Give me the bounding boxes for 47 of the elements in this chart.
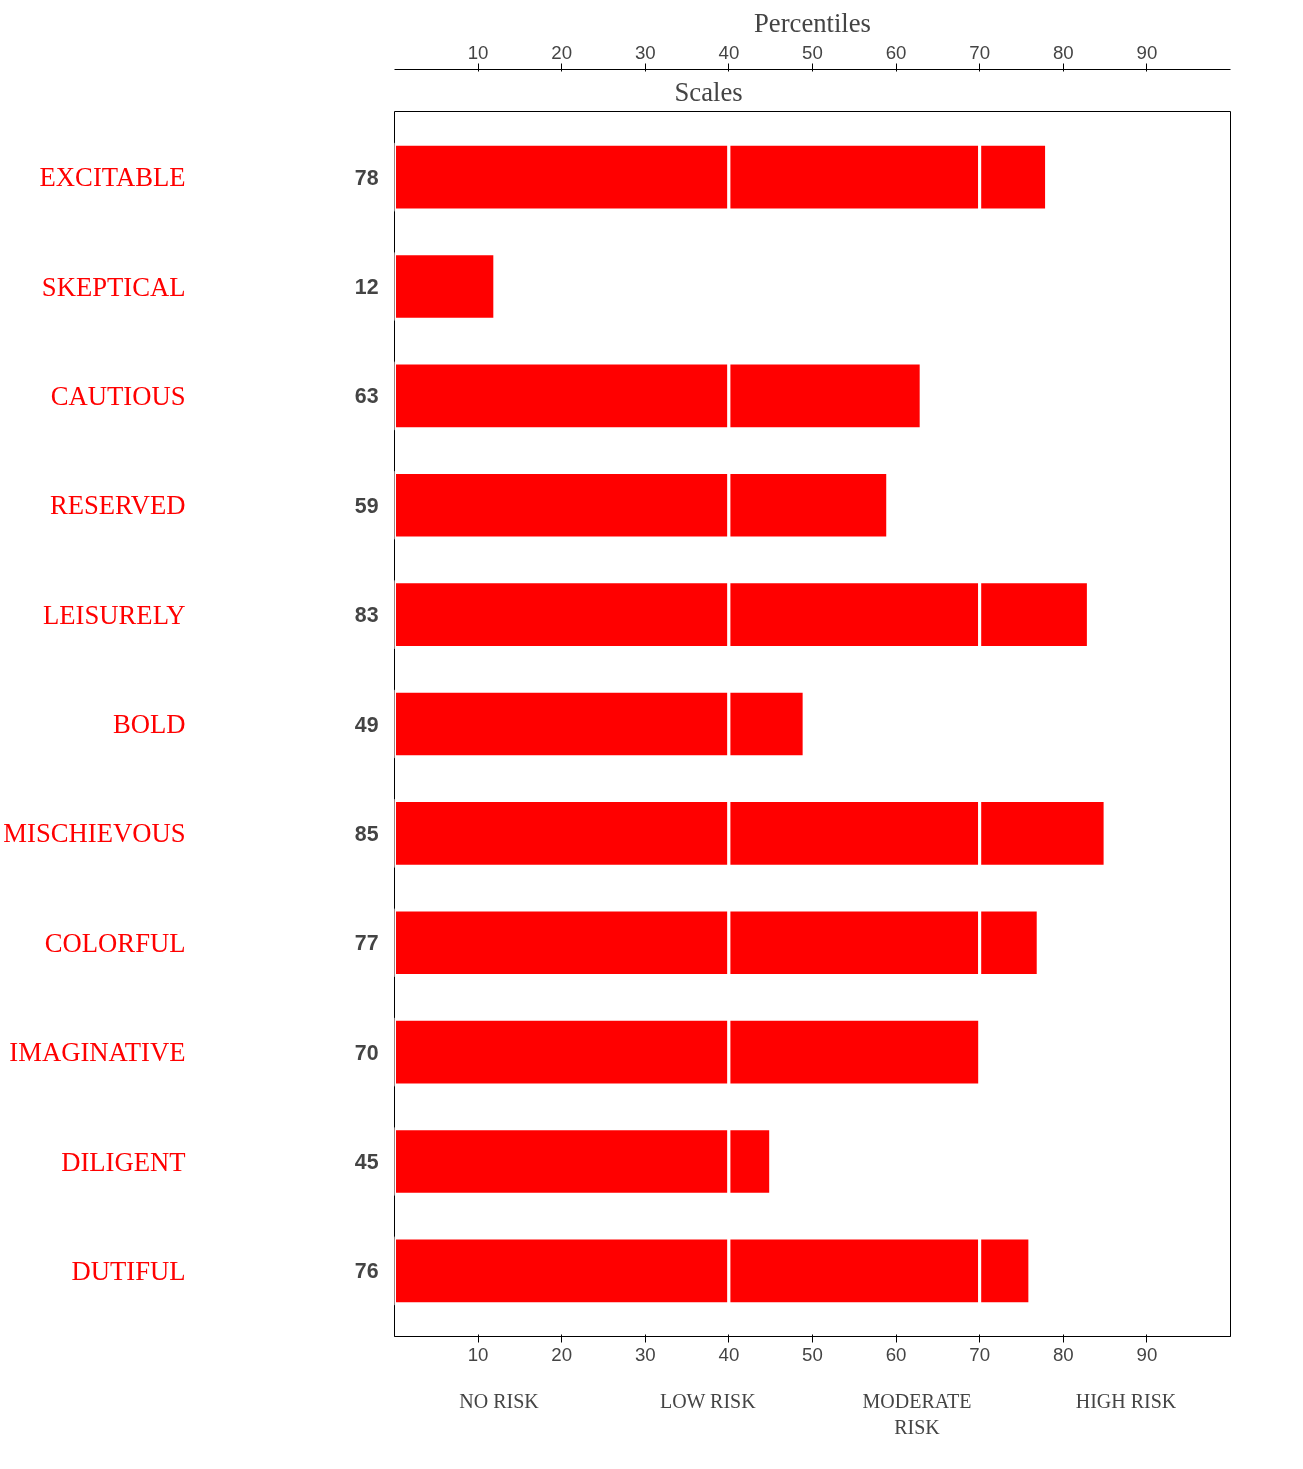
y-tick-label: LEISURELY xyxy=(43,599,186,630)
y-tick-label: IMAGINATIVE xyxy=(9,1037,186,1068)
x-tick-label: 50 xyxy=(802,1343,823,1365)
total-label: 49 xyxy=(354,712,379,737)
x-tick-label: 10 xyxy=(467,1343,489,1365)
total-label: 63 xyxy=(354,384,379,409)
x2-tick-label: 70 xyxy=(969,41,991,63)
text: MODERATE RISK xyxy=(862,1389,972,1438)
x2-tick-label: 50 xyxy=(802,41,823,63)
y-tick-label: MISCHIEVOUS xyxy=(3,818,186,849)
y-tick-label: DUTIFUL xyxy=(71,1255,186,1286)
total-label: 85 xyxy=(354,821,379,846)
x-tick-label: 80 xyxy=(1052,1343,1074,1365)
x-tick-label: 20 xyxy=(551,1343,573,1365)
y-tick-label: BOLD xyxy=(112,709,186,739)
total-label: 83 xyxy=(354,603,379,628)
x2-tick-label: 20 xyxy=(551,41,573,63)
y-tick-label: RESERVED xyxy=(49,490,186,521)
text: HIGH RISK xyxy=(1075,1389,1177,1412)
x-tick-label: 70 xyxy=(969,1343,991,1365)
x2-tick-label: 10 xyxy=(467,41,489,63)
bar xyxy=(394,252,497,321)
y-tick-label: EXCITABLE xyxy=(39,162,186,193)
total-label: 78 xyxy=(354,165,379,190)
x-tick-label: 40 xyxy=(718,1343,740,1365)
text: LOW RISK xyxy=(659,1389,757,1412)
total-label: 70 xyxy=(354,1040,379,1065)
y-tick-label: SKEPTICAL xyxy=(41,271,186,302)
x-tick-label: 90 xyxy=(1136,1343,1158,1365)
x2-tick-label: 40 xyxy=(718,41,740,63)
x2-tick-label: 90 xyxy=(1136,41,1158,63)
y-axis-title: Scales xyxy=(674,76,743,107)
total-label: 77 xyxy=(354,931,379,956)
x2-tick-label: 60 xyxy=(885,41,907,63)
text: NO RISK xyxy=(459,1389,540,1412)
chart-title: Percentiles xyxy=(754,7,871,38)
x2-tick-label: 30 xyxy=(634,41,656,63)
total-label: 76 xyxy=(354,1259,379,1284)
x2-tick-label: 80 xyxy=(1052,41,1074,63)
y-tick-label: COLORFUL xyxy=(44,927,186,958)
total-label: 12 xyxy=(354,275,379,299)
total-label: 59 xyxy=(354,493,379,518)
x-tick-label: 60 xyxy=(885,1343,907,1365)
y-tick-label: DILIGENT xyxy=(61,1146,186,1177)
y-tick-label: CAUTIOUS xyxy=(50,380,186,411)
total-label: 45 xyxy=(354,1150,379,1174)
x-tick-label: 30 xyxy=(634,1343,656,1365)
